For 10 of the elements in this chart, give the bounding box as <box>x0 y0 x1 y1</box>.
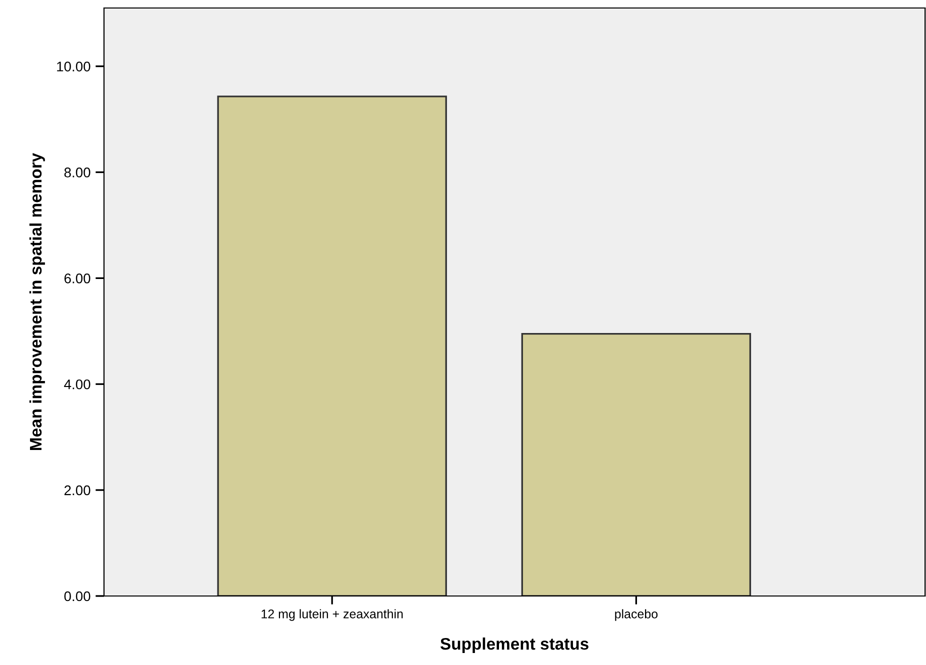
y-tick-label: 4.00 <box>64 379 90 390</box>
y-tick-label: 10.00 <box>57 62 90 72</box>
y-tick-label: 2.00 <box>64 485 90 496</box>
x-tick-label: placebo <box>615 609 658 621</box>
y-tick-label: 6.00 <box>64 273 90 284</box>
x-axis-title: Supplement status <box>440 638 588 654</box>
y-tick-label: 8.00 <box>64 168 90 178</box>
y-axis-title: Mean improvement in spatial memory <box>29 152 45 450</box>
y-tick-label: 0.00 <box>64 591 90 602</box>
x-tick-label: 12 mg lutein + zeaxanthin <box>262 609 403 621</box>
